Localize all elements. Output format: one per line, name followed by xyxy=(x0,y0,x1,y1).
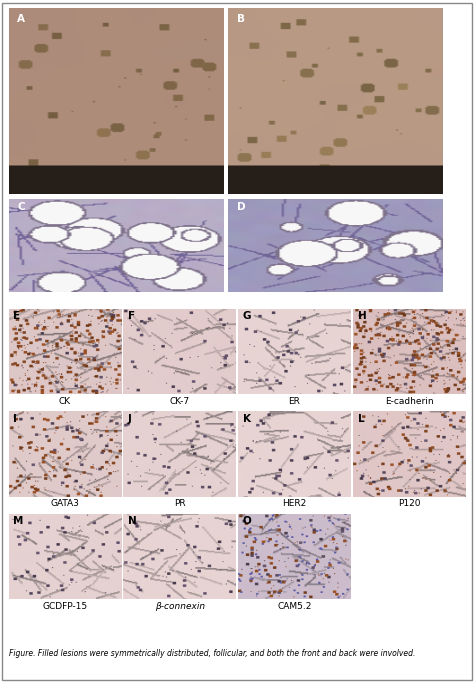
Text: F: F xyxy=(128,311,135,321)
Text: H: H xyxy=(357,311,366,321)
Text: I: I xyxy=(13,414,17,423)
Text: E-cadherin: E-cadherin xyxy=(385,397,434,406)
Text: GATA3: GATA3 xyxy=(50,499,79,508)
Text: β-connexin: β-connexin xyxy=(155,602,205,611)
Text: E: E xyxy=(13,311,20,321)
Text: CK-7: CK-7 xyxy=(170,397,190,406)
Text: N: N xyxy=(128,516,137,526)
Text: J: J xyxy=(128,414,132,423)
Text: G: G xyxy=(243,311,251,321)
Text: C: C xyxy=(17,202,25,212)
Text: L: L xyxy=(357,414,364,423)
Text: A: A xyxy=(17,14,25,24)
Text: GCDFP-15: GCDFP-15 xyxy=(42,602,87,611)
Text: D: D xyxy=(237,202,245,212)
Text: ER: ER xyxy=(289,397,301,406)
Text: Figure. Filled lesions were symmetrically distributed, follicular, and both the : Figure. Filled lesions were symmetricall… xyxy=(9,649,415,658)
Text: PR: PR xyxy=(174,499,185,508)
Text: CAM5.2: CAM5.2 xyxy=(277,602,311,611)
Text: P120: P120 xyxy=(398,499,420,508)
Text: K: K xyxy=(243,414,251,423)
Text: M: M xyxy=(13,516,23,526)
Text: CK: CK xyxy=(59,397,71,406)
Text: B: B xyxy=(237,14,245,24)
Text: O: O xyxy=(243,516,251,526)
Text: HER2: HER2 xyxy=(283,499,307,508)
